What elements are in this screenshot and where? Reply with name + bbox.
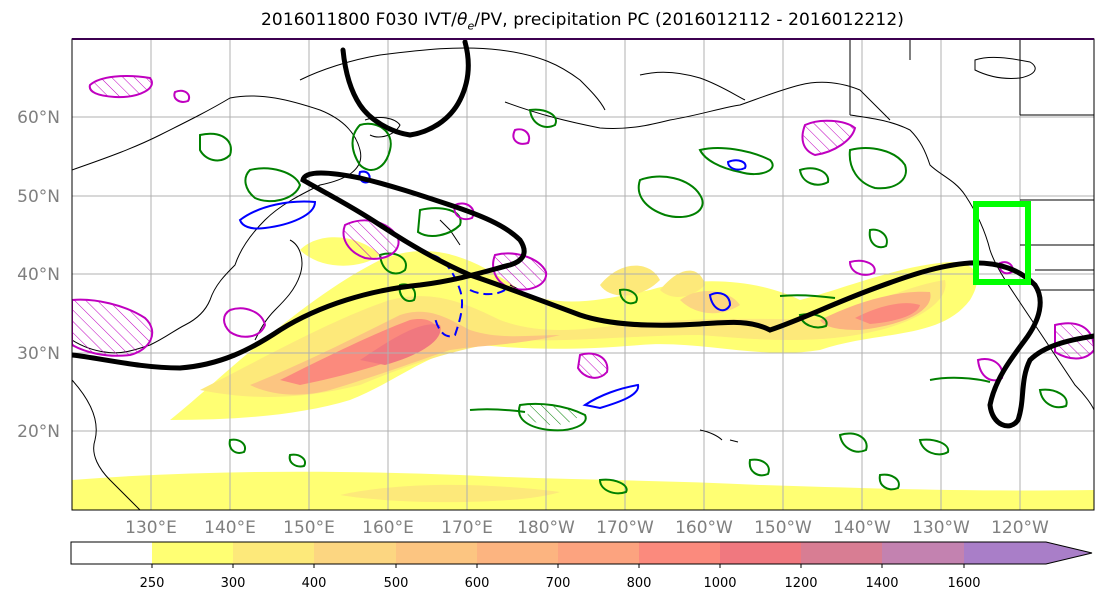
map-panel [71,38,1095,511]
lat-label: 20°N [17,422,60,442]
lon-label: 130°W [912,518,970,538]
pv-contour [88,75,153,99]
theta-contours-green [199,108,1068,495]
lat-label: 50°N [17,187,60,207]
lon-label: 130°E [125,518,177,538]
lon-label: 170°E [441,518,493,538]
target-region-box [973,201,1031,285]
ivt-shading [72,237,1094,510]
colorbar-tick-label: 500 [384,576,409,591]
asia-coastline [72,95,362,354]
colorbar-tick-label: 1000 [703,576,736,591]
colorbar-segment [639,542,720,564]
lon-label: 160°W [675,518,733,538]
colorbar-tick-label: 400 [302,576,327,591]
lat-label: 30°N [17,344,60,364]
colorbar: 250 300 400 500 600 700 800 1000 1200 14… [70,541,1093,591]
latitude-labels: 60°N 50°N 40°N 30°N 20°N [17,108,60,442]
lon-label: 150°W [754,518,812,538]
colorbar-segment [71,542,152,564]
pv-contour-black [72,39,1094,429]
lon-label: 140°W [833,518,891,538]
colorbar-segment [882,542,964,564]
colorbar-tick-label: 1600 [947,576,980,591]
lon-label: 160°E [362,518,414,538]
coastlines [72,40,1094,510]
lon-label: 150°E [283,518,335,538]
theta-hatched-green [527,404,580,426]
colorbar-segment [720,542,801,564]
colorbar-tick-label: 1200 [784,576,817,591]
colorbar-tick-label: 800 [627,576,652,591]
colorbar-segment [396,542,477,564]
lon-label: 140°E [204,518,256,538]
longitude-labels: 130°E 140°E 150°E 160°E 170°E 180°W 170°… [125,518,1049,538]
colorbar-segment [964,542,1046,564]
colorbar-extend-arrow [1046,542,1092,564]
colorbar-segment [152,542,233,564]
colorbar-segment [477,542,558,564]
figure-title: 2016011800 F030 IVT/θe/PV, precipitation… [260,10,904,33]
pv-2pvu-line [72,170,1094,429]
lat-label: 60°N [17,108,60,128]
colorbar-segment [801,542,882,564]
colorbar-tick-label: 600 [465,576,490,591]
colorbar-tick-label: 250 [140,576,165,591]
colorbar-tick-label: 700 [546,576,571,591]
colorbar-segment [558,542,639,564]
blue-contour [238,200,317,230]
lon-label: 180°W [517,518,575,538]
colorbar-segment [233,542,314,564]
lat-label: 40°N [17,265,60,285]
colorbar-tick-label: 300 [221,576,246,591]
lon-label: 170°W [596,518,654,538]
theta-contour [199,132,232,162]
lon-label: 120°W [991,518,1049,538]
colorbar-tick-label: 1400 [865,576,898,591]
colorbar-segment [314,542,396,564]
